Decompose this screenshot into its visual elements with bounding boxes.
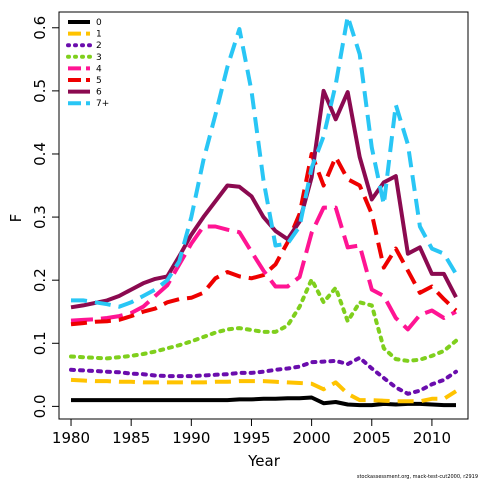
legend-label: 2	[96, 41, 102, 51]
y-tick-label: 0.3	[31, 205, 49, 229]
y-tick-label: 0.6	[31, 16, 49, 40]
series-line-3	[69, 277, 458, 363]
x-tick-label: 1995	[232, 429, 270, 447]
x-tick-label: 2010	[413, 429, 451, 447]
series-line-2	[69, 355, 458, 396]
legend-label: 3	[96, 53, 102, 63]
legend-label: 1	[96, 30, 102, 40]
series-line-7plus	[71, 14, 458, 309]
x-axis-title: Year	[247, 452, 281, 470]
series-line-6	[70, 88, 458, 310]
series-line-5	[70, 152, 458, 327]
legend-label: 5	[96, 76, 102, 86]
y-axis-title: F	[7, 214, 25, 223]
series-lines	[69, 14, 458, 408]
series-line-4	[70, 205, 457, 332]
legend-label: 0	[96, 18, 102, 28]
x-tick-label: 2000	[293, 429, 331, 447]
x-tick-label: 1985	[112, 429, 150, 447]
x-tick-label: 1990	[172, 429, 210, 447]
y-tick-label: 0.1	[31, 331, 49, 355]
y-tick-label: 0.0	[31, 394, 49, 418]
legend-label: 7+	[96, 99, 109, 109]
y-tick-label: 0.2	[31, 268, 49, 292]
y-tick-label: 0.5	[31, 79, 49, 103]
legend: 0 12 34 5 67+	[66, 18, 109, 109]
y-axis: 0.0 0.1 0.2 0.3 0.4 0.5 0.6	[31, 16, 60, 418]
legend-label: 4	[96, 64, 102, 74]
series-line-0	[71, 395, 456, 408]
x-axis: 1980 1985 1990 1995 2000 2005 2010	[52, 418, 451, 447]
legend-label: 6	[96, 88, 102, 98]
series-line-1	[70, 377, 458, 404]
x-tick-label: 2005	[353, 429, 391, 447]
x-tick-label: 1980	[52, 429, 90, 447]
caption: stockassessment.org, mack-test-cut2000, …	[357, 474, 478, 480]
y-tick-label: 0.4	[31, 142, 49, 166]
